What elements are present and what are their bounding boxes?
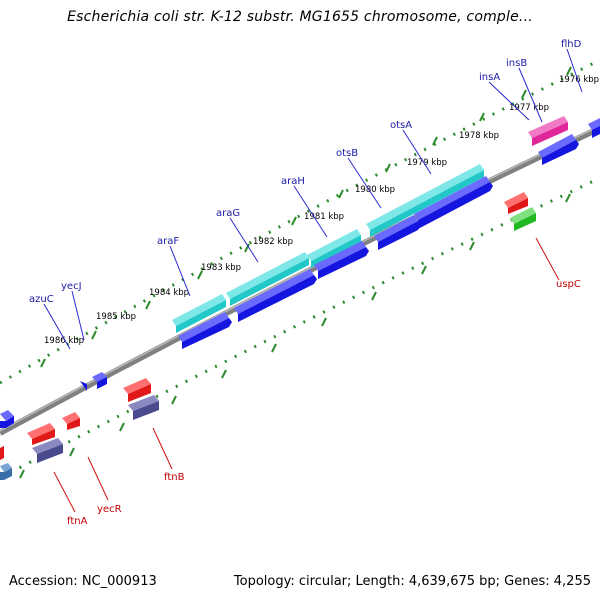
gene-block-ftnA-purple[interactable] (32, 438, 63, 463)
gene-block-blue-4[interactable] (374, 215, 421, 250)
gene-label-ftnA[interactable]: ftnA (67, 516, 88, 527)
kbp-label-1986: 1986 kbp (44, 336, 84, 346)
gene-block-araF[interactable] (172, 294, 226, 333)
gene-block-left-blue[interactable] (0, 463, 12, 480)
inner-tick-ring (0, 176, 600, 480)
gene-block-left-red[interactable] (0, 446, 4, 460)
gene-block-otsB-otsA[interactable] (366, 164, 484, 237)
blue-gene-blocks (0, 118, 600, 428)
kbp-label-1979: 1979 kbp (407, 158, 447, 168)
gene-label-yecR[interactable]: yecR (97, 504, 122, 515)
gene-block-blue-left[interactable] (0, 410, 14, 428)
kbp-label-1984: 1984 kbp (149, 288, 189, 298)
gene-label-flhD[interactable]: flhD (561, 39, 582, 50)
kbp-label-1980: 1980 kbp (355, 185, 395, 195)
kbp-label-1978: 1978 kbp (459, 131, 499, 141)
gene-label-araG[interactable]: araG (216, 208, 240, 219)
topology-text: Topology: circular; Length: 4,639,675 bp… (233, 574, 591, 589)
gene-label-araH[interactable]: araH (281, 176, 305, 187)
outer-major-ticks (40, 66, 572, 368)
gene-label-otsA[interactable]: otsA (390, 120, 412, 131)
gene-block-blue-2[interactable] (234, 269, 317, 322)
accession-text: Accession: NC_000913 (9, 574, 157, 589)
cyan-gene-blocks (172, 164, 484, 333)
gene-label-araF[interactable]: araF (157, 236, 179, 247)
gene-block-blue-7[interactable] (588, 118, 600, 138)
gene-block-blue-3[interactable] (314, 241, 369, 279)
gene-block-blue-1[interactable] (178, 312, 232, 349)
kbp-label-1982: 1982 kbp (253, 237, 293, 247)
gene-block-blue-6[interactable] (538, 134, 579, 165)
gene-block-ftnB-red[interactable] (123, 378, 151, 402)
gene-label-insB[interactable]: insB (506, 58, 527, 69)
kbp-label-1976: 1976 kbp (559, 75, 599, 85)
gene-label-otsB[interactable]: otsB (336, 148, 358, 159)
gene-label-insA[interactable]: insA (479, 72, 500, 83)
bottom-leader-lines (53, 237, 560, 513)
kbp-label-1981: 1981 kbp (304, 212, 344, 222)
kbp-label-1985: 1985 kbp (96, 312, 136, 322)
kbp-label-1983: 1983 kbp (201, 263, 241, 273)
gene-block-blue-small[interactable] (80, 372, 107, 391)
gene-label-yecJ[interactable]: yecJ (61, 281, 82, 292)
gene-block-araH[interactable] (307, 229, 361, 268)
gene-block-blue-5[interactable] (414, 176, 493, 229)
top-leader-lines (43, 48, 583, 350)
gene-block-yecR-red[interactable] (62, 412, 80, 430)
gene-label-azuC[interactable]: azuC (29, 294, 54, 305)
gene-block-araG[interactable] (226, 252, 309, 306)
gene-block-insB[interactable] (528, 116, 568, 146)
gene-block-uspC-red[interactable] (504, 192, 528, 214)
gene-label-uspC[interactable]: uspC (556, 279, 581, 290)
kbp-label-1977: 1977 kbp (509, 103, 549, 113)
gene-block-ftnA-red[interactable] (27, 423, 55, 445)
gene-block-ftnB-purple[interactable] (128, 395, 159, 420)
gene-label-ftnB[interactable]: ftnB (164, 472, 185, 483)
gene-block-uspC-green[interactable] (510, 207, 536, 231)
map-title: Escherichia coli str. K-12 substr. MG165… (67, 9, 533, 25)
inner-major-ticks (19, 193, 571, 479)
